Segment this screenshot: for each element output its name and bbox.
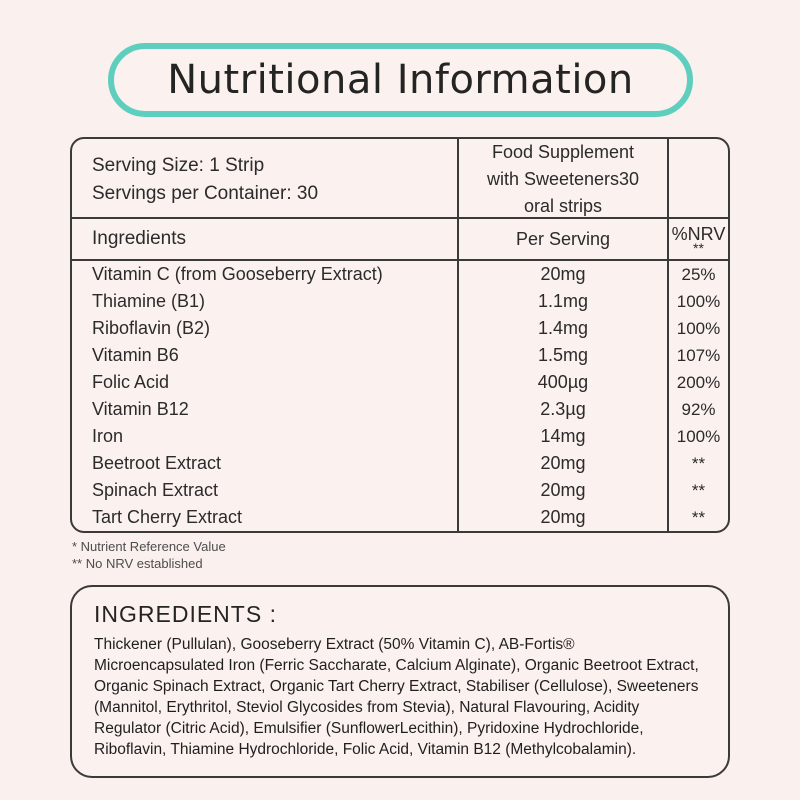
ingredient-name: Thiamine (B1)	[92, 291, 206, 311]
product-description: Food Supplement with Sweeteners30 oral s…	[457, 139, 669, 220]
nrv-value: **	[691, 480, 706, 500]
per-serving-value: 14mg	[457, 423, 669, 450]
ingredients-box: INGREDIENTS : Thickener (Pullulan), Goos…	[70, 585, 730, 778]
table-row: Tart Cherry Extract 20mg **	[72, 504, 728, 531]
footnotes: * Nutrient Reference Value ** No NRV est…	[72, 538, 226, 572]
nrv-value: 107%	[676, 345, 721, 365]
page-title: Nutritional Information	[167, 57, 634, 103]
per-serving-value: 1.5mg	[457, 342, 669, 369]
column-header-nrv: %NRV **	[669, 219, 728, 259]
table-row: Folic Acid 400µg 200%	[72, 369, 728, 396]
ingredient-name: Spinach Extract	[92, 480, 219, 500]
nrv-value: 200%	[676, 372, 721, 392]
table-column-header-row: Ingredients Per Serving %NRV **	[72, 219, 728, 261]
nrv-value: **	[691, 507, 706, 527]
ingredients-text: Thickener (Pullulan), Gooseberry Extract…	[94, 636, 699, 758]
nrv-value: 100%	[676, 318, 721, 338]
nrv-value: 100%	[676, 291, 721, 311]
table-row: Thiamine (B1) 1.1mg 100%	[72, 288, 728, 315]
ingredient-name: Vitamin C (from Gooseberry Extract)	[92, 264, 383, 284]
table-row: Vitamin C (from Gooseberry Extract) 20mg…	[72, 261, 728, 288]
nrv-value: 100%	[676, 426, 721, 446]
table-row: Beetroot Extract 20mg **	[72, 450, 728, 477]
nrv-value: **	[691, 453, 706, 473]
ingredient-name: Folic Acid	[92, 372, 170, 392]
ingredient-name: Riboflavin (B2)	[92, 318, 211, 338]
footnote-nrv: * Nutrient Reference Value	[72, 539, 226, 554]
per-serving-value: 2.3µg	[457, 396, 669, 423]
column-header-ingredients: Ingredients	[92, 228, 187, 249]
table-row: Vitamin B12 2.3µg 92%	[72, 396, 728, 423]
ingredient-name: Vitamin B6	[92, 345, 179, 365]
per-serving-value: 1.1mg	[457, 288, 669, 315]
nutrition-rows: Vitamin C (from Gooseberry Extract) 20mg…	[72, 261, 728, 531]
table-row: Vitamin B6 1.5mg 107%	[72, 342, 728, 369]
table-row: Iron 14mg 100%	[72, 423, 728, 450]
nutrition-table: Serving Size: 1 Strip Servings per Conta…	[70, 137, 730, 533]
nrv-value: 25%	[681, 264, 716, 284]
table-row: Spinach Extract 20mg **	[72, 477, 728, 504]
ingredient-name: Tart Cherry Extract	[92, 507, 243, 527]
ingredient-name: Vitamin B12	[92, 399, 189, 419]
per-serving-value: 20mg	[457, 477, 669, 504]
table-header-serving-row: Serving Size: 1 Strip Servings per Conta…	[72, 139, 728, 220]
footnote-no-nrv: ** No NRV established	[72, 556, 203, 571]
title-pill: Nutritional Information	[108, 43, 693, 117]
nrv-value: 92%	[681, 399, 716, 419]
per-serving-value: 20mg	[457, 504, 669, 531]
per-serving-value: 1.4mg	[457, 315, 669, 342]
column-header-per-serving: Per Serving	[457, 219, 669, 259]
nrv-footnote-mark: **	[693, 239, 704, 256]
serving-info: Serving Size: 1 Strip Servings per Conta…	[92, 154, 319, 204]
per-serving-value: 20mg	[457, 450, 669, 477]
nrv-label: %NRV	[671, 223, 726, 244]
ingredient-name: Beetroot Extract	[92, 453, 222, 473]
per-serving-value: 20mg	[457, 261, 669, 288]
ingredient-name: Iron	[92, 426, 124, 446]
table-row: Riboflavin (B2) 1.4mg 100%	[72, 315, 728, 342]
per-serving-value: 400µg	[457, 369, 669, 396]
ingredients-heading: INGREDIENTS :	[94, 601, 277, 627]
header-empty-cell	[669, 139, 728, 220]
